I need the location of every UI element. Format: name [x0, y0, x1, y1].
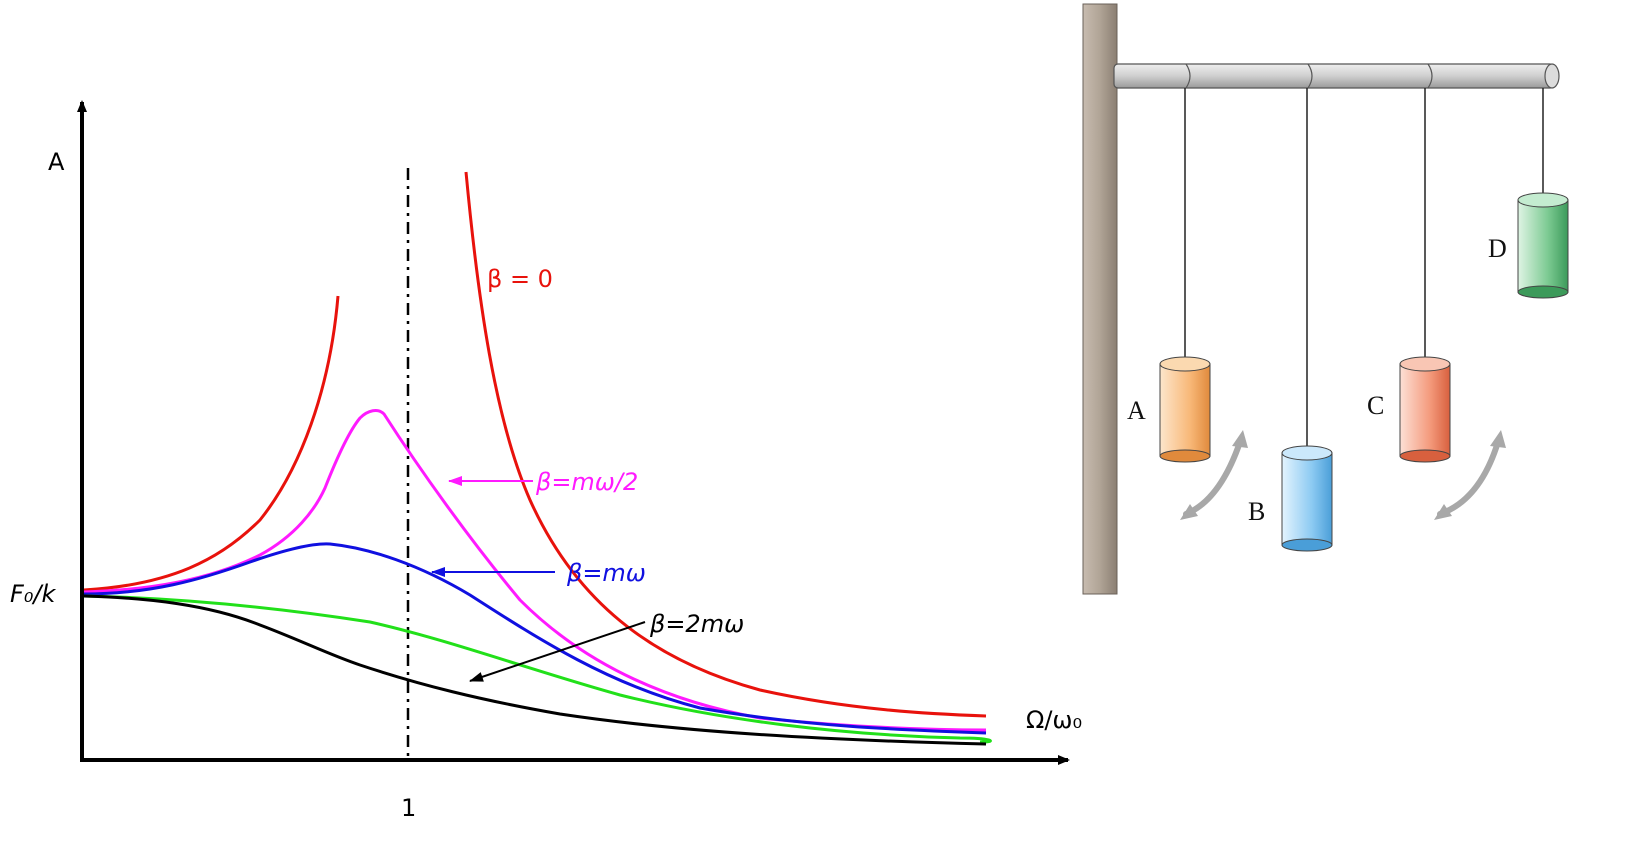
pendulum-apparatus: A B C D	[1082, 3, 1569, 595]
curve-beta-half	[83, 409, 987, 732]
pendulum-label-b: B	[1248, 497, 1265, 526]
curve-beta-0-left	[83, 295, 340, 592]
wall	[1082, 3, 1118, 595]
label-beta-0: β = 0	[487, 265, 553, 293]
pendulum-c	[1399, 356, 1451, 463]
label-beta-half: β=mω/2	[535, 468, 638, 496]
pendulum-b	[1281, 445, 1333, 552]
label-beta-1: β=mω	[566, 559, 646, 587]
swing-arrow-c	[1434, 430, 1506, 520]
x-axis-label: Ω/ω₀	[1026, 706, 1082, 734]
pendulum-label-c: C	[1367, 391, 1384, 420]
pendulum-d	[1517, 192, 1569, 299]
rod-joint	[1307, 63, 1313, 89]
pendulum-label-a: A	[1127, 396, 1146, 425]
curve-beta-1	[83, 542, 987, 735]
rod-joint	[1427, 63, 1433, 89]
rod-joint	[1185, 63, 1191, 89]
arrow-beta-2	[469, 621, 646, 682]
resonance-plot: β = 0 β=mω/2 β=mω β=2mω A F₀/k Ω/ω₀ 1	[10, 100, 1082, 822]
swing-arrow-a	[1180, 430, 1248, 520]
x-tick-label: 1	[401, 794, 416, 822]
rod-end	[1544, 63, 1560, 89]
y-level-label: F₀/k	[10, 580, 57, 608]
pendulum-label-d: D	[1488, 234, 1507, 263]
pendulum-a	[1159, 356, 1211, 463]
label-beta-2: β=2mω	[649, 610, 744, 638]
support-rod	[1113, 63, 1555, 89]
curve-beta-0-right	[464, 171, 987, 718]
curve-beta-2	[83, 594, 987, 746]
y-axis-label: A	[48, 148, 65, 176]
curve-beta-unlabeled-green	[83, 594, 992, 744]
